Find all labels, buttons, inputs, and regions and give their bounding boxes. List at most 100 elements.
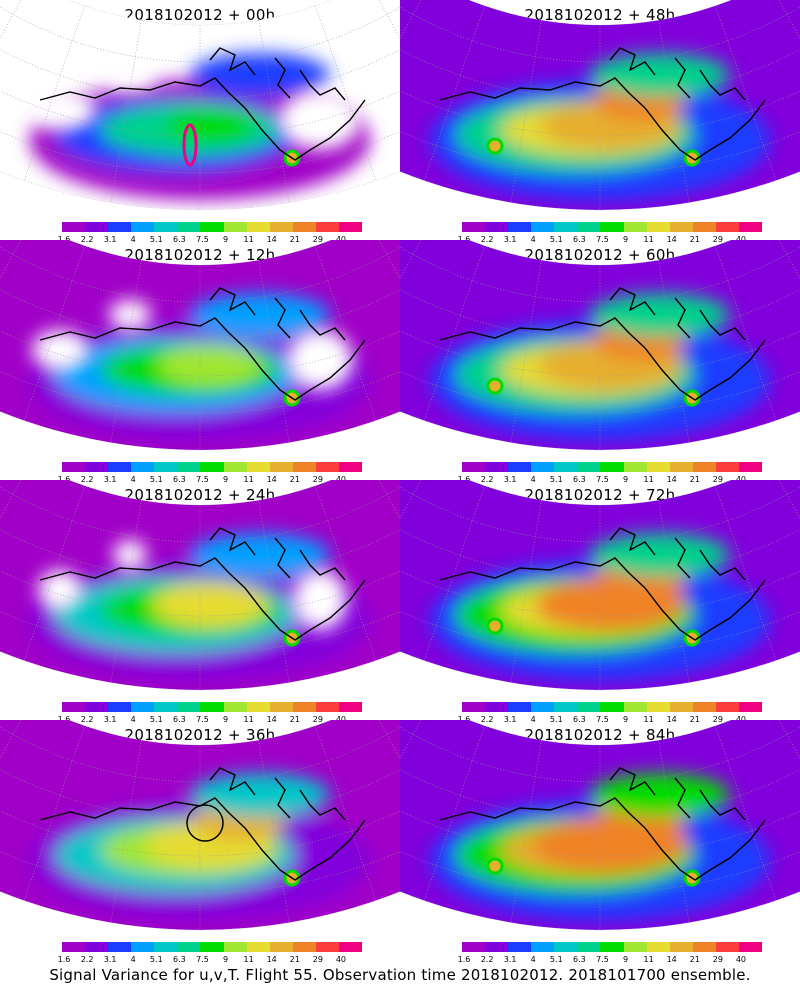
colorbar-swatch xyxy=(131,222,155,232)
colorbar xyxy=(462,702,763,714)
colorbar-tick-label: 1.6 xyxy=(457,955,471,964)
colorbar-tick-label: 14 xyxy=(266,955,277,964)
colorbar-swatch xyxy=(200,702,224,712)
colorbar-tick-label: 5.1 xyxy=(149,715,163,724)
colorbar-swatch xyxy=(692,222,716,232)
coastline xyxy=(39,287,366,401)
colorbar-swatch xyxy=(531,222,555,232)
colorbar-tick-label: 21 xyxy=(289,715,300,724)
colorbar-tick-label: 6.3 xyxy=(173,235,186,244)
coastline xyxy=(439,287,766,401)
colorbar-tick-label: 14 xyxy=(266,235,277,244)
colorbar-tick-label: 21 xyxy=(289,475,300,484)
colorbar-swatch xyxy=(669,702,693,712)
colorbar-tick-label: 29 xyxy=(712,715,723,724)
colorbar-swatch xyxy=(646,222,670,232)
colorbar-tick-label: 4 xyxy=(130,955,136,964)
colorbar-swatch xyxy=(738,702,763,712)
colorbar-tick-label: 9 xyxy=(622,475,629,484)
colorbar-tick-label: 29 xyxy=(712,235,723,244)
colorbar-tick-label: 6.3 xyxy=(573,235,586,244)
colorbar-tick-label: 14 xyxy=(266,715,277,724)
colorbar xyxy=(462,462,763,474)
map-panel: 2018102012 + 60h1.62.23.145.16.37.591114… xyxy=(400,240,800,484)
colorbar-swatch xyxy=(554,942,578,952)
colorbar-tick-label: 14 xyxy=(666,475,677,484)
colorbar-swatch xyxy=(177,222,201,232)
colorbar-swatch xyxy=(462,462,486,472)
colorbar-swatch xyxy=(108,702,132,712)
colorbar-tick-label: 3.1 xyxy=(503,235,517,244)
colorbar-swatch xyxy=(715,702,739,712)
colorbar-swatch xyxy=(200,942,224,952)
colorbar-tick-label: 2.2 xyxy=(480,955,494,964)
colorbar-swatch xyxy=(315,942,339,952)
colorbar-swatch xyxy=(462,222,486,232)
colorbar-tick-label: 21 xyxy=(689,235,700,244)
colorbar-swatch xyxy=(692,942,716,952)
colorbar-tick-label: 4 xyxy=(530,235,536,244)
colorbar-swatch xyxy=(246,222,270,232)
colorbar-swatch xyxy=(669,222,693,232)
coastline xyxy=(39,527,366,641)
colorbar-tick-label: 3.1 xyxy=(103,475,117,484)
colorbar-swatch xyxy=(108,462,132,472)
panel-title: 2018102012 + 60h xyxy=(524,246,676,264)
panel-title: 2018102012 + 72h xyxy=(524,486,676,504)
colorbar-tick-label: 3.1 xyxy=(103,955,117,964)
panel-title: 2018102012 + 12h xyxy=(124,246,276,264)
colorbar-swatch xyxy=(508,702,532,712)
colorbar-tick-label: 5.1 xyxy=(549,715,563,724)
colorbar-swatch xyxy=(292,702,316,712)
colorbar-swatch xyxy=(715,222,739,232)
colorbar-tick-label: 2.2 xyxy=(80,235,94,244)
colorbar-tick-label: 3.1 xyxy=(103,715,117,724)
map-panel: 2018102012 + 12h1.62.23.145.16.37.591114… xyxy=(0,240,400,484)
colorbar-swatch xyxy=(623,462,647,472)
colorbar-swatch xyxy=(177,942,201,952)
colorbar-swatch xyxy=(85,462,109,472)
colorbar-swatch xyxy=(531,702,555,712)
colorbar-swatch xyxy=(554,702,578,712)
colorbar-tick-label: 5.1 xyxy=(149,955,163,964)
panel-title: 2018102012 + 24h xyxy=(124,486,276,504)
colorbar-swatch xyxy=(485,462,509,472)
colorbar-swatch xyxy=(154,702,178,712)
colorbar-tick-label: 14 xyxy=(666,955,677,964)
colorbar xyxy=(462,942,763,954)
colorbar-tick-label: 21 xyxy=(689,955,700,964)
colorbar-swatch xyxy=(554,462,578,472)
colorbar-tick-label: 6.3 xyxy=(573,475,586,484)
coastline xyxy=(439,47,766,161)
map-plot xyxy=(0,0,400,211)
map-panel: 2018102012 + 00h1.62.23.145.16.37.591114… xyxy=(0,0,400,244)
colorbar-swatch xyxy=(292,942,316,952)
colorbar-tick-label: 1.6 xyxy=(57,955,71,964)
colorbar-tick-label: 21 xyxy=(289,235,300,244)
colorbar-tick-label: 9 xyxy=(622,235,629,244)
colorbar-tick-label: 5.1 xyxy=(549,235,563,244)
colorbar-swatch xyxy=(200,222,224,232)
colorbar-swatch xyxy=(292,462,316,472)
colorbar-tick-label: 4 xyxy=(130,235,136,244)
colorbar-swatch xyxy=(315,702,339,712)
colorbar-swatch xyxy=(338,222,363,232)
colorbar-tick-label: 6.3 xyxy=(173,475,186,484)
colorbar-swatch xyxy=(85,702,109,712)
colorbar-swatch xyxy=(577,942,601,952)
colorbar-swatch xyxy=(531,942,555,952)
colorbar-swatch xyxy=(508,462,532,472)
colorbar-tick-label: 3.1 xyxy=(503,715,517,724)
colorbar-tick-label: 7.5 xyxy=(596,955,609,964)
colorbar-swatch xyxy=(715,942,739,952)
coastline xyxy=(439,767,766,881)
colorbar-swatch xyxy=(692,702,716,712)
colorbar-tick-label: 7.5 xyxy=(596,235,609,244)
colorbar-swatch xyxy=(338,942,363,952)
colorbar-tick-label: 4 xyxy=(530,475,536,484)
colorbar-tick-label: 9 xyxy=(622,955,629,964)
colorbar-tick-label: 11 xyxy=(643,715,654,724)
colorbar-tick-label: 11 xyxy=(243,475,254,484)
colorbar-swatch xyxy=(131,462,155,472)
colorbar-swatch xyxy=(646,462,670,472)
